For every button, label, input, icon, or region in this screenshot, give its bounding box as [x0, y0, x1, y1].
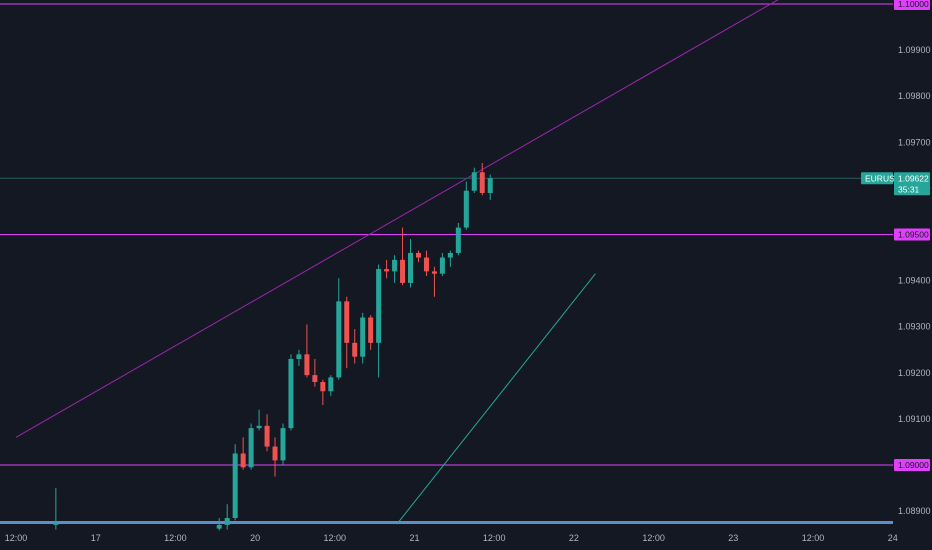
time-tick-label: 17 — [91, 533, 101, 543]
candle-body[interactable] — [53, 522, 59, 525]
price-tick-label: 1.09800 — [898, 91, 931, 101]
candle-body[interactable] — [224, 518, 230, 525]
candle-body[interactable] — [304, 354, 310, 376]
last-price-tag[interactable] — [894, 172, 930, 196]
symbol-tag-label: EURUSD — [865, 173, 901, 183]
candle-body[interactable] — [360, 317, 366, 357]
candle-body[interactable] — [455, 227, 461, 253]
candle-body[interactable] — [376, 269, 382, 343]
candle-body[interactable] — [328, 377, 334, 392]
countdown-label: 35:31 — [898, 184, 920, 194]
candle-body[interactable] — [216, 524, 222, 529]
price-tick-label: 1.09100 — [898, 414, 931, 424]
time-tick-label: 12:00 — [802, 533, 825, 543]
time-tick-label: 24 — [888, 533, 898, 543]
time-tick-label: 12:00 — [164, 533, 187, 543]
time-tick-label: 21 — [409, 533, 419, 543]
candle-body[interactable] — [463, 190, 469, 228]
time-tick-label: 20 — [250, 533, 260, 543]
time-tick-label: 12:00 — [642, 533, 665, 543]
candle-body[interactable] — [415, 252, 421, 258]
candle-body[interactable] — [408, 252, 414, 283]
candle-body[interactable] — [423, 257, 429, 272]
candle-body[interactable] — [447, 252, 453, 258]
candle-body[interactable] — [232, 453, 238, 519]
candle-body[interactable] — [320, 382, 326, 392]
last-price-label: 1.09622 — [898, 173, 929, 183]
candle-body[interactable] — [256, 425, 262, 429]
symbol-tag[interactable] — [861, 172, 893, 185]
time-tick-label: 12:00 — [5, 533, 28, 543]
price-axis[interactable]: 1.100001.099001.098001.097001.096001.095… — [894, 0, 931, 516]
price-tick-label: 1.09900 — [898, 45, 931, 55]
candle-body[interactable] — [264, 425, 270, 447]
candle-body[interactable] — [384, 269, 390, 272]
price-tick-label: 1.09300 — [898, 322, 931, 332]
candle-body[interactable] — [336, 301, 342, 378]
level-price-tag[interactable] — [894, 459, 930, 471]
level-price-tag[interactable] — [894, 0, 930, 10]
candle-body[interactable] — [248, 428, 254, 468]
trend-line[interactable] — [15, 0, 795, 438]
candle-body[interactable] — [344, 301, 350, 343]
candle-body[interactable] — [272, 446, 278, 461]
candle-body[interactable] — [471, 172, 477, 191]
time-tick-label: 12:00 — [324, 533, 347, 543]
level-price-tag[interactable] — [894, 228, 930, 241]
trend-line[interactable] — [396, 273, 596, 525]
price-tick-label: 1.09700 — [898, 137, 931, 147]
candle-body[interactable] — [352, 342, 358, 357]
candle-body[interactable] — [368, 317, 374, 343]
time-tick-label: 23 — [728, 533, 738, 543]
level-price-tag-label: 1.09500 — [898, 230, 929, 240]
price-tick-label: 1.09400 — [898, 276, 931, 286]
candle-body[interactable] — [400, 259, 406, 283]
time-axis[interactable]: 12:00 17 12:00 20 12:00 21 12:00 22 12:00 23 12:00… — [5, 533, 898, 543]
time-tick-label: 12:00 — [483, 533, 506, 543]
candle-body[interactable] — [280, 428, 286, 461]
candle-body[interactable] — [487, 178, 493, 194]
level-price-tag-label: 1.09000 — [898, 460, 929, 470]
candle-body[interactable] — [312, 375, 318, 383]
candle-body[interactable] — [439, 257, 445, 274]
candle-body[interactable] — [431, 271, 437, 274]
candle-body[interactable] — [392, 259, 398, 272]
price-tick-label: 1.09200 — [898, 368, 931, 378]
level-price-tag-label: 1.10000 — [898, 0, 929, 9]
price-tick-label: 1.08900 — [898, 506, 931, 516]
baseline-band — [0, 521, 893, 524]
candle-body[interactable] — [296, 354, 302, 359]
candle-body[interactable] — [479, 172, 485, 194]
candle-body[interactable] — [240, 453, 246, 468]
candle-body[interactable] — [288, 358, 294, 429]
time-tick-label: 22 — [569, 533, 579, 543]
plot-area[interactable]: EURUSD — [0, 0, 901, 531]
